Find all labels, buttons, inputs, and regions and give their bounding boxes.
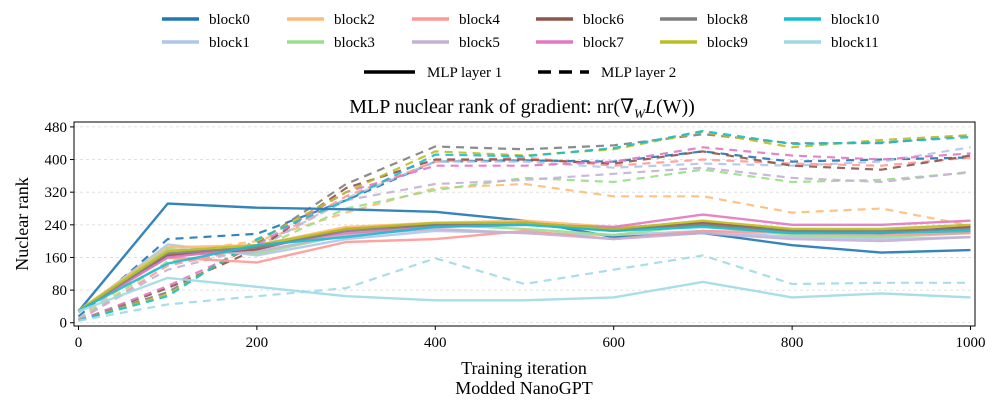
x-tick-label: 600 — [602, 335, 625, 351]
plot-lines — [77, 129, 971, 322]
x-tick-label: 1000 — [956, 335, 986, 351]
y-tick-label: 480 — [45, 120, 68, 136]
legend-label-solid: MLP layer 1 — [427, 65, 502, 81]
x-tick-label: 200 — [246, 335, 269, 351]
legend-label-dashed: MLP layer 2 — [601, 65, 676, 81]
legend-label-block5: block5 — [459, 35, 500, 51]
legend-label-block8: block8 — [707, 12, 748, 28]
x-tick-label: 0 — [75, 335, 83, 351]
legend-label-block0: block0 — [209, 12, 250, 28]
legend-label-block1: block1 — [209, 35, 250, 51]
legend-label-block11: block11 — [831, 35, 879, 51]
series-line-block4-layer1 — [77, 229, 971, 312]
y-tick-label: 160 — [45, 250, 68, 266]
chart-title: MLP nuclear rank of gradient: nr(∇WL(W)) — [349, 96, 695, 121]
series-line-block9-layer2 — [78, 130, 971, 322]
series-line-block10-layer1 — [77, 223, 971, 312]
series-line-block11-layer2 — [78, 254, 971, 322]
chart-subtitle: Modded NanoGPT — [455, 378, 593, 398]
y-tick-label: 240 — [45, 218, 68, 234]
legend-label-block9: block9 — [707, 35, 748, 51]
series-line-block11-layer1 — [78, 276, 971, 313]
series-line-block3-layer2 — [77, 168, 971, 321]
y-tick-label: 320 — [45, 185, 68, 201]
legend-label-block6: block6 — [583, 12, 624, 28]
x-tick-label: 400 — [424, 335, 447, 351]
plot-frame — [73, 121, 976, 327]
series-line-block10-layer2 — [78, 129, 971, 322]
series-line-block6-layer2 — [78, 150, 971, 322]
y-tick-label: 0 — [60, 316, 68, 332]
series-line-block0-layer2 — [77, 150, 971, 318]
x-axis: 0 200 400 600 800 1000 — [75, 326, 986, 351]
legend-label-block10: block10 — [831, 12, 879, 28]
legend: block0 block1 block2 block3 block4 block5 bloc… — [162, 12, 879, 81]
x-axis-label: Training iteration — [461, 358, 587, 378]
series-line-block5-layer1 — [77, 227, 971, 313]
series-line-block9-layer1 — [77, 219, 971, 312]
series-line-block5-layer2 — [77, 166, 971, 321]
y-tick-label: 80 — [52, 283, 67, 299]
legend-label-block3: block3 — [334, 35, 375, 51]
legend-label-block7: block7 — [583, 35, 624, 51]
legend-label-block2: block2 — [334, 12, 375, 28]
y-axis-label: Nuclear rank — [12, 177, 32, 270]
series-line-block4-layer2 — [77, 156, 971, 322]
x-tick-label: 800 — [781, 335, 804, 351]
y-tick-label: 400 — [45, 153, 68, 169]
legend-label-block4: block4 — [459, 12, 500, 28]
y-axis: 0 80 160 240 320 400 480 — [45, 120, 74, 332]
